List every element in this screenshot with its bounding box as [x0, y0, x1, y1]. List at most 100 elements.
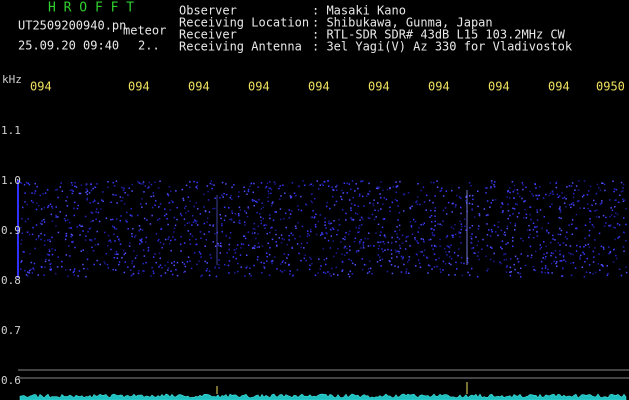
noise-dot: [110, 241, 112, 243]
noise-dot: [70, 227, 72, 229]
noise-dot: [253, 199, 255, 202]
noise-dot: [441, 224, 443, 226]
noise-dot: [196, 220, 198, 222]
noise-dot: [36, 185, 38, 188]
noise-dot: [586, 194, 589, 196]
noise-dot: [382, 250, 384, 253]
noise-dot: [377, 186, 379, 188]
noise-dot: [105, 253, 107, 255]
noise-dot: [445, 236, 448, 239]
noise-dot: [151, 214, 153, 217]
noise-dot: [536, 198, 539, 200]
noise-dot: [394, 265, 396, 267]
noise-dot: [433, 244, 436, 247]
noise-dot: [196, 187, 198, 190]
noise-dot: [419, 266, 422, 268]
noise-dot: [92, 201, 94, 203]
noise-dot: [417, 242, 419, 244]
noise-dot: [583, 253, 585, 255]
noise-dot: [301, 225, 304, 228]
noise-dot: [257, 242, 260, 244]
noise-dot: [361, 268, 364, 271]
noise-dot: [294, 225, 297, 227]
noise-dot: [571, 219, 574, 221]
noise-dot: [442, 209, 445, 212]
noise-dot: [559, 211, 562, 213]
noise-dot: [155, 233, 158, 235]
noise-dot: [256, 258, 259, 261]
noise-dot: [186, 222, 189, 224]
noise-dot: [199, 213, 202, 215]
noise-dot: [167, 261, 169, 263]
noise-dot: [614, 206, 616, 208]
noise-dot: [132, 273, 135, 275]
noise-dot: [98, 220, 101, 223]
noise-dot: [235, 247, 238, 250]
noise-dot: [274, 183, 276, 185]
noise-dot: [430, 181, 432, 184]
noise-dot: [66, 196, 69, 198]
noise-dot: [416, 200, 418, 202]
noise-dot: [21, 217, 23, 220]
noise-dot: [234, 213, 237, 215]
noise-dot: [431, 234, 434, 236]
noise-dot: [620, 274, 623, 277]
noise-dot: [525, 213, 528, 216]
noise-dot: [409, 206, 411, 209]
noise-dot: [254, 228, 256, 230]
noise-dot: [324, 237, 326, 239]
noise-dot: [298, 185, 300, 188]
program-name: H R O F F T: [48, 1, 134, 16]
noise-dot: [562, 267, 564, 269]
noise-dot: [355, 183, 357, 185]
noise-dot: [477, 205, 479, 208]
noise-dot: [555, 262, 557, 265]
noise-dot: [260, 222, 262, 225]
noise-dot: [523, 217, 525, 219]
noise-dot: [197, 208, 199, 210]
noise-dot: [465, 229, 467, 231]
noise-dot: [118, 240, 121, 242]
noise-dot: [189, 186, 191, 189]
noise-dot: [336, 233, 338, 236]
noise-dot: [474, 252, 476, 254]
noise-dot: [44, 260, 47, 263]
noise-dot: [71, 184, 73, 186]
noise-dot: [27, 275, 29, 277]
noise-dot: [388, 260, 391, 262]
noise-dot: [164, 264, 166, 267]
noise-dot: [288, 234, 290, 237]
noise-dot: [187, 210, 190, 212]
noise-dot: [483, 208, 486, 210]
noise-dot: [336, 184, 338, 187]
noise-dot: [565, 206, 567, 208]
noise-dot: [74, 181, 76, 184]
noise-dot: [486, 234, 489, 236]
noise-dot: [309, 264, 311, 267]
noise-dot: [157, 219, 159, 221]
noise-dot: [55, 214, 57, 217]
noise-dot: [589, 185, 592, 188]
noise-dot: [443, 248, 446, 250]
noise-dot: [35, 208, 38, 211]
noise-dot: [221, 194, 223, 197]
noise-dot: [130, 274, 133, 277]
noise-dot: [578, 256, 581, 258]
noise-dot: [172, 201, 174, 203]
noise-dot: [170, 270, 172, 272]
noise-dot: [189, 260, 191, 262]
noise-dot: [558, 216, 561, 219]
noise-dot: [131, 233, 133, 235]
noise-dot: [266, 260, 268, 262]
noise-dot: [246, 254, 248, 256]
noise-dot: [159, 257, 161, 259]
noise-dot: [234, 272, 236, 274]
y-label: 0.9: [1, 224, 21, 237]
noise-dot: [584, 237, 586, 240]
noise-dot: [148, 186, 150, 188]
noise-dot: [243, 235, 246, 237]
noise-dot: [371, 213, 374, 216]
noise-dot: [501, 211, 504, 214]
noise-dot: [545, 245, 547, 248]
noise-dot: [82, 249, 84, 251]
